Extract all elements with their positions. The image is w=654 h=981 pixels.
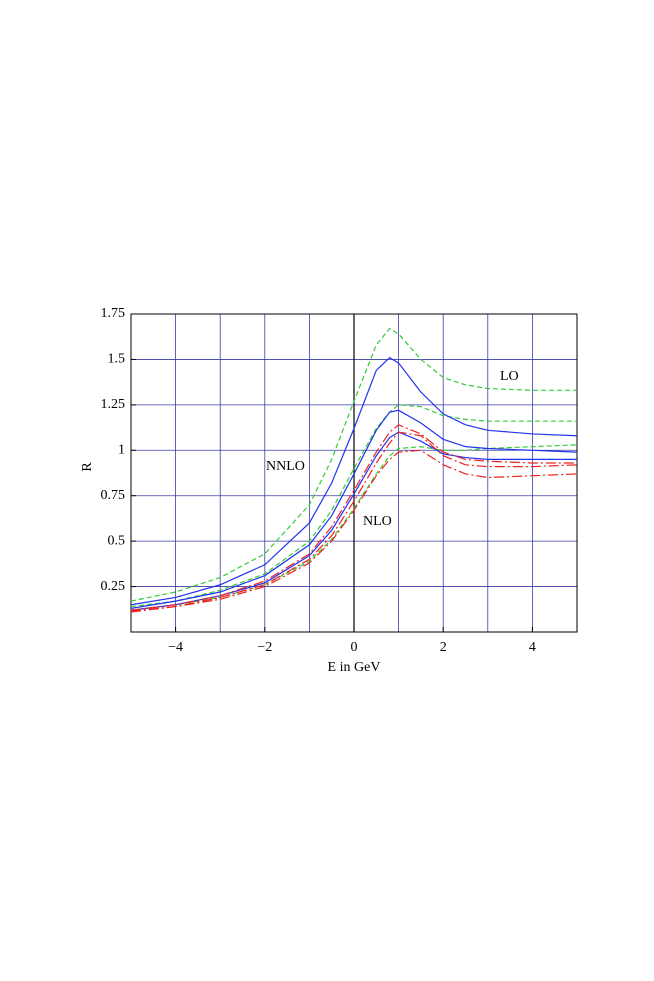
x-tick-label: −4 — [168, 640, 183, 655]
line-series — [130, 431, 578, 612]
x-tick-label: 0 — [351, 640, 358, 655]
annotation: NNLO — [266, 459, 305, 474]
x-axis-label: E in GeV — [328, 660, 381, 675]
line-series — [130, 327, 577, 602]
y-tick-label: 1.5 — [108, 352, 126, 367]
x-tick-label: 2 — [440, 640, 447, 655]
x-tick-label: 4 — [529, 640, 536, 655]
line-series — [130, 409, 578, 609]
y-axis-label: R — [80, 462, 95, 472]
line-series — [130, 431, 577, 611]
x-tick-label: −2 — [257, 640, 272, 655]
y-tick-label: 0.5 — [108, 533, 126, 548]
y-tick-label: 0.25 — [101, 579, 126, 594]
y-tick-label: 0.75 — [101, 488, 126, 503]
line-series — [130, 424, 577, 611]
y-tick-label: 1.75 — [101, 306, 126, 321]
line-series — [130, 449, 578, 613]
annotation: LO — [500, 369, 519, 384]
line-series — [130, 356, 578, 606]
annotation: NLO — [363, 514, 392, 529]
line-series — [130, 404, 577, 608]
y-tick-label: 1.25 — [101, 397, 126, 412]
y-tick-label: 1 — [118, 443, 125, 458]
